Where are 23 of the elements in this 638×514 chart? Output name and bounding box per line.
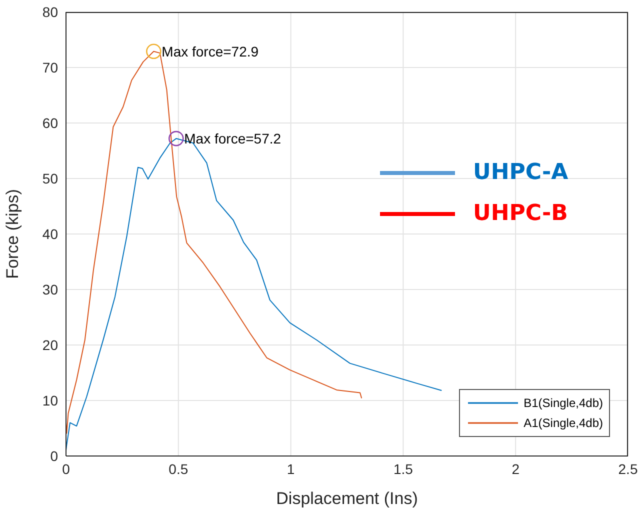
x-tick-label: 0.5 xyxy=(168,460,188,477)
y-tick-label: 80 xyxy=(42,4,58,20)
y-tick-label: 30 xyxy=(42,281,58,298)
annotation: UHPC-B xyxy=(473,201,568,226)
annotation: UHPC-A xyxy=(473,160,568,185)
annotation: Max force=72.9 xyxy=(162,43,259,60)
y-tick-label: 60 xyxy=(42,114,58,131)
y-tick-label: 50 xyxy=(42,170,58,186)
annotation: Max force=57.2 xyxy=(184,130,282,147)
y-tick-label: 10 xyxy=(42,392,58,408)
y-tick-label: 40 xyxy=(42,226,58,242)
x-tick-label: 2.5 xyxy=(618,460,638,477)
x-tick-label: 2 xyxy=(512,460,520,477)
y-tick-label: 0 xyxy=(50,448,58,464)
x-axis-title: Displacement (Ins) xyxy=(276,489,418,508)
legend-label: A1(Single,4db) xyxy=(524,416,603,430)
x-tick-label: 1.5 xyxy=(393,460,414,477)
y-tick-label: 70 xyxy=(42,59,58,76)
x-tick-label: 0 xyxy=(62,460,70,477)
legend-label: B1(Single,4db) xyxy=(524,396,603,410)
x-tick-label: 1 xyxy=(286,460,295,477)
y-axis-title: Force (kips) xyxy=(3,189,22,279)
y-tick-label: 20 xyxy=(42,336,58,353)
